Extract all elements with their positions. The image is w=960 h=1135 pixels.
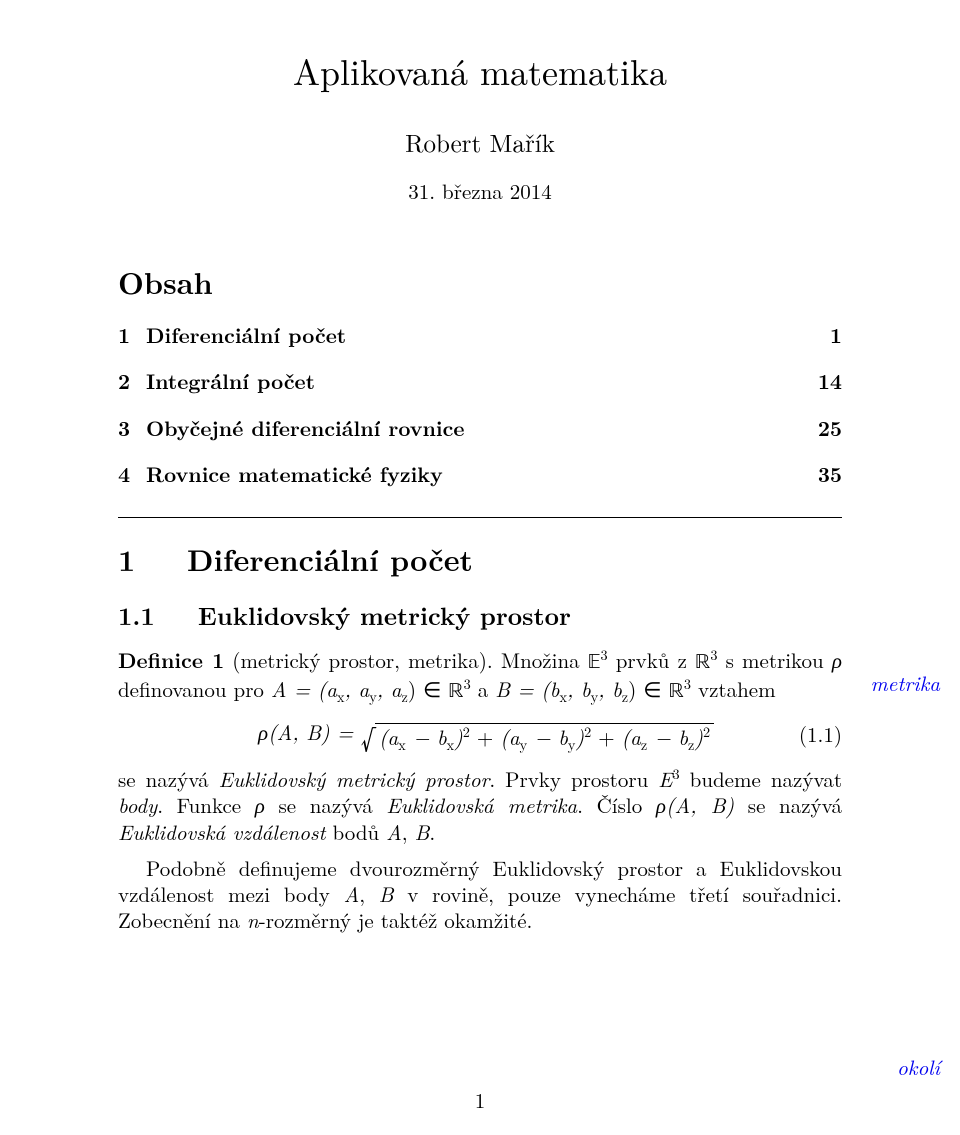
sqrt: √ (ax − bx)2 + (ay − by)2 + (az − bz)2 <box>361 723 714 748</box>
toc-page: 14 <box>818 368 842 394</box>
doc-title: Aplikovaná matematika <box>118 48 842 93</box>
remark-paragraph: Podobně definujeme dvourozměrný Euklidov… <box>118 855 842 934</box>
equation-1-1: ρ(A, B) = √ (ax − bx)2 + (ay − by)2 + (a… <box>118 719 842 748</box>
toc-label: Integrální počet <box>146 368 818 394</box>
definition-paragraph: Definice 1 (metrický prostor, metrika). … <box>118 647 842 706</box>
toc-row[interactable]: 2 Integrální počet 14 <box>118 368 842 394</box>
doc-author: Robert Mařík <box>118 127 842 158</box>
toc: 1 Diferenciální počet 1 2 Integrální poč… <box>118 322 842 487</box>
toc-label: Diferenciální počet <box>146 322 830 348</box>
toc-label: Obyčejné diferenciální rovnice <box>146 415 818 441</box>
horizontal-rule <box>118 517 842 518</box>
section-num: 1 <box>118 537 135 580</box>
section-heading: 1 Diferenciální počet <box>118 540 842 578</box>
toc-row[interactable]: 3 Obyčejné diferenciální rovnice 25 <box>118 415 842 441</box>
subsection-heading: 1.1 Euklidovský metrický prostor <box>118 600 842 631</box>
definition-lead: Definice 1 <box>118 645 224 675</box>
toc-num: 4 <box>118 461 146 487</box>
doc-date: 31. března 2014 <box>118 178 842 204</box>
margin-note-okoli[interactable]: okolí <box>897 1054 940 1080</box>
equation-body: ρ(A, B) = √ (ax − bx)2 + (ay − by)2 + (a… <box>258 719 787 748</box>
subsection-num: 1.1 <box>118 598 155 633</box>
toc-page: 25 <box>818 415 842 441</box>
definition-followup: se nazývá Euklidovský metrický prostor. … <box>118 766 842 845</box>
toc-label: Rovnice matematické fyziky <box>146 461 818 487</box>
radicand: (ax − bx)2 + (ay − by)2 + (az − bz)2 <box>375 723 714 748</box>
page: Aplikovaná matematika Robert Mařík 31. b… <box>0 0 960 1135</box>
margin-note-metrika[interactable]: metrika <box>870 670 940 696</box>
toc-heading: Obsah <box>118 263 842 301</box>
equation-number: (1.1) <box>787 721 842 747</box>
section-title: Diferenciální počet <box>187 537 473 580</box>
toc-page: 35 <box>818 461 842 487</box>
toc-row[interactable]: 1 Diferenciální počet 1 <box>118 322 842 348</box>
toc-num: 2 <box>118 368 146 394</box>
toc-num: 3 <box>118 415 146 441</box>
toc-num: 1 <box>118 322 146 348</box>
toc-page: 1 <box>830 322 842 348</box>
page-number: 1 <box>0 1087 960 1113</box>
subsection-title: Euklidovský metrický prostor <box>198 598 571 633</box>
toc-row[interactable]: 4 Rovnice matematické fyziky 35 <box>118 461 842 487</box>
radical-icon: √ <box>361 725 375 749</box>
definition-paren: (metrický prostor, metrika). <box>232 645 492 675</box>
